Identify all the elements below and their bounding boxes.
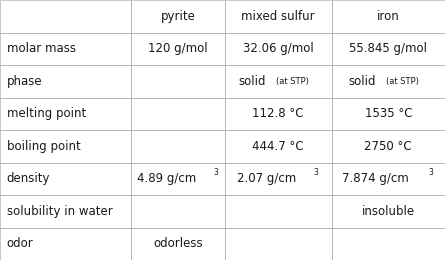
- Text: 3: 3: [428, 168, 433, 177]
- Bar: [225, 162, 332, 195]
- Bar: [0, 0, 131, 32]
- Text: iron: iron: [377, 10, 400, 23]
- Text: (at STP): (at STP): [276, 77, 309, 86]
- Bar: [332, 0, 445, 32]
- Text: 2750 °C: 2750 °C: [364, 140, 412, 153]
- Text: density: density: [7, 172, 50, 185]
- Bar: [131, 65, 225, 98]
- Bar: [0, 228, 131, 260]
- Text: mixed sulfur: mixed sulfur: [241, 10, 315, 23]
- Text: phase: phase: [7, 75, 42, 88]
- Bar: [131, 0, 225, 32]
- Bar: [225, 228, 332, 260]
- Bar: [131, 98, 225, 130]
- Bar: [332, 228, 445, 260]
- Bar: [0, 98, 131, 130]
- Bar: [332, 32, 445, 65]
- Bar: [332, 130, 445, 162]
- Bar: [0, 195, 131, 228]
- Bar: [332, 65, 445, 98]
- Bar: [225, 98, 332, 130]
- Text: odor: odor: [7, 237, 33, 250]
- Bar: [332, 195, 445, 228]
- Text: 4.89 g/cm: 4.89 g/cm: [137, 172, 196, 185]
- Bar: [0, 32, 131, 65]
- Text: odorless: odorless: [153, 237, 203, 250]
- Text: solid: solid: [238, 75, 266, 88]
- Bar: [332, 98, 445, 130]
- Bar: [131, 228, 225, 260]
- Bar: [131, 32, 225, 65]
- Text: 444.7 °C: 444.7 °C: [252, 140, 304, 153]
- Text: pyrite: pyrite: [161, 10, 195, 23]
- Bar: [131, 195, 225, 228]
- Text: solubility in water: solubility in water: [7, 205, 113, 218]
- Bar: [0, 130, 131, 162]
- Text: 3: 3: [313, 168, 318, 177]
- Text: solid: solid: [348, 75, 376, 88]
- Text: molar mass: molar mass: [7, 42, 76, 55]
- Text: 32.06 g/mol: 32.06 g/mol: [243, 42, 313, 55]
- Text: 3: 3: [213, 168, 218, 177]
- Bar: [332, 162, 445, 195]
- Text: melting point: melting point: [7, 107, 86, 120]
- Bar: [131, 162, 225, 195]
- Text: 1535 °C: 1535 °C: [364, 107, 412, 120]
- Bar: [225, 0, 332, 32]
- Bar: [225, 65, 332, 98]
- Bar: [0, 65, 131, 98]
- Bar: [131, 130, 225, 162]
- Bar: [225, 130, 332, 162]
- Bar: [225, 32, 332, 65]
- Text: 7.874 g/cm: 7.874 g/cm: [342, 172, 409, 185]
- Text: boiling point: boiling point: [7, 140, 81, 153]
- Text: 55.845 g/mol: 55.845 g/mol: [349, 42, 427, 55]
- Text: insoluble: insoluble: [362, 205, 415, 218]
- Text: 2.07 g/cm: 2.07 g/cm: [237, 172, 296, 185]
- Text: 112.8 °C: 112.8 °C: [252, 107, 304, 120]
- Bar: [0, 162, 131, 195]
- Text: (at STP): (at STP): [386, 77, 419, 86]
- Text: 120 g/mol: 120 g/mol: [148, 42, 208, 55]
- Bar: [225, 195, 332, 228]
